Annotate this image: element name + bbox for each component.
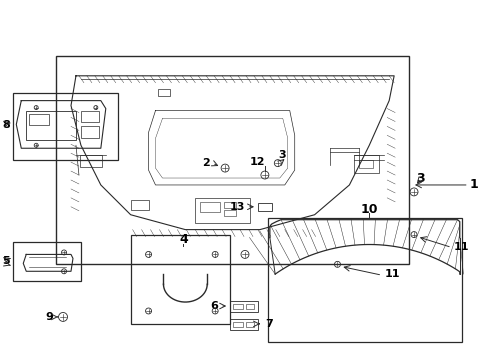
Text: 7: 7 xyxy=(265,319,272,329)
Bar xyxy=(354,155,379,173)
Text: 11: 11 xyxy=(454,243,469,252)
Bar xyxy=(359,160,373,168)
Text: 10: 10 xyxy=(361,203,378,216)
Bar xyxy=(258,203,272,211)
Bar xyxy=(26,111,76,140)
Bar xyxy=(81,126,99,138)
Bar xyxy=(56,56,409,264)
Text: 3: 3 xyxy=(278,150,286,160)
Text: 5: 5 xyxy=(2,256,10,266)
Bar xyxy=(233,304,243,309)
Bar xyxy=(196,198,250,223)
Text: 11: 11 xyxy=(384,269,400,279)
Bar xyxy=(13,242,81,281)
Bar xyxy=(158,89,171,96)
Text: 3: 3 xyxy=(416,171,425,185)
Bar xyxy=(230,301,258,312)
Bar xyxy=(131,235,230,324)
Text: 12: 12 xyxy=(250,157,266,167)
Text: 2: 2 xyxy=(202,158,210,168)
Bar xyxy=(233,322,243,327)
Text: 8: 8 xyxy=(2,121,10,130)
Bar xyxy=(246,304,254,309)
Bar xyxy=(230,319,258,330)
Bar xyxy=(246,322,254,327)
Bar xyxy=(224,210,236,216)
Bar xyxy=(29,113,49,125)
Bar xyxy=(13,93,118,160)
Text: 1: 1 xyxy=(469,179,478,192)
Bar xyxy=(268,218,462,342)
Text: 13: 13 xyxy=(230,202,245,212)
Text: 6: 6 xyxy=(210,301,218,311)
Bar xyxy=(224,202,236,208)
Bar xyxy=(80,155,102,167)
Bar xyxy=(131,200,148,210)
Bar xyxy=(200,202,220,212)
Text: 9: 9 xyxy=(45,312,53,322)
Text: 4: 4 xyxy=(179,233,188,246)
Bar xyxy=(81,111,99,122)
